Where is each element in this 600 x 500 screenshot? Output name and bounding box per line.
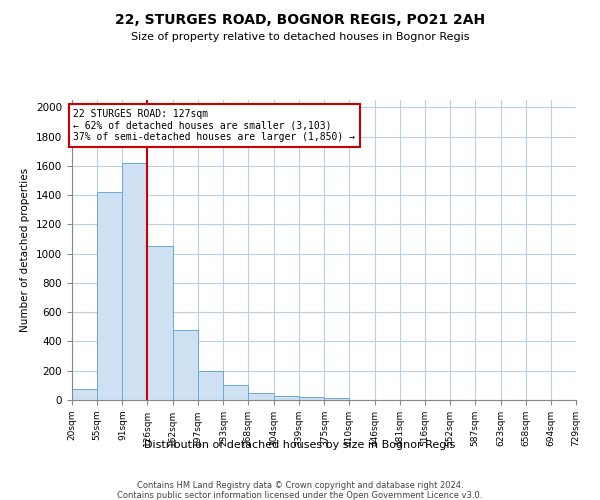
Bar bbox=[325, 398, 349, 400]
Bar bbox=[198, 370, 223, 400]
Bar bbox=[274, 396, 299, 400]
Text: Contains HM Land Registry data © Crown copyright and database right 2024.: Contains HM Land Registry data © Crown c… bbox=[137, 481, 463, 490]
Bar bbox=[97, 192, 122, 400]
Text: 22 STURGES ROAD: 127sqm
← 62% of detached houses are smaller (3,103)
37% of semi: 22 STURGES ROAD: 127sqm ← 62% of detache… bbox=[73, 109, 355, 142]
Bar bbox=[299, 398, 325, 400]
Text: Contains public sector information licensed under the Open Government Licence v3: Contains public sector information licen… bbox=[118, 491, 482, 500]
Text: 22, STURGES ROAD, BOGNOR REGIS, PO21 2AH: 22, STURGES ROAD, BOGNOR REGIS, PO21 2AH bbox=[115, 12, 485, 26]
Bar bbox=[248, 394, 274, 400]
Text: Distribution of detached houses by size in Bognor Regis: Distribution of detached houses by size … bbox=[145, 440, 455, 450]
Y-axis label: Number of detached properties: Number of detached properties bbox=[20, 168, 31, 332]
Bar bbox=[173, 330, 198, 400]
Bar bbox=[122, 163, 148, 400]
Text: Size of property relative to detached houses in Bognor Regis: Size of property relative to detached ho… bbox=[131, 32, 469, 42]
Bar bbox=[223, 384, 248, 400]
Bar bbox=[148, 246, 173, 400]
Bar bbox=[72, 389, 97, 400]
